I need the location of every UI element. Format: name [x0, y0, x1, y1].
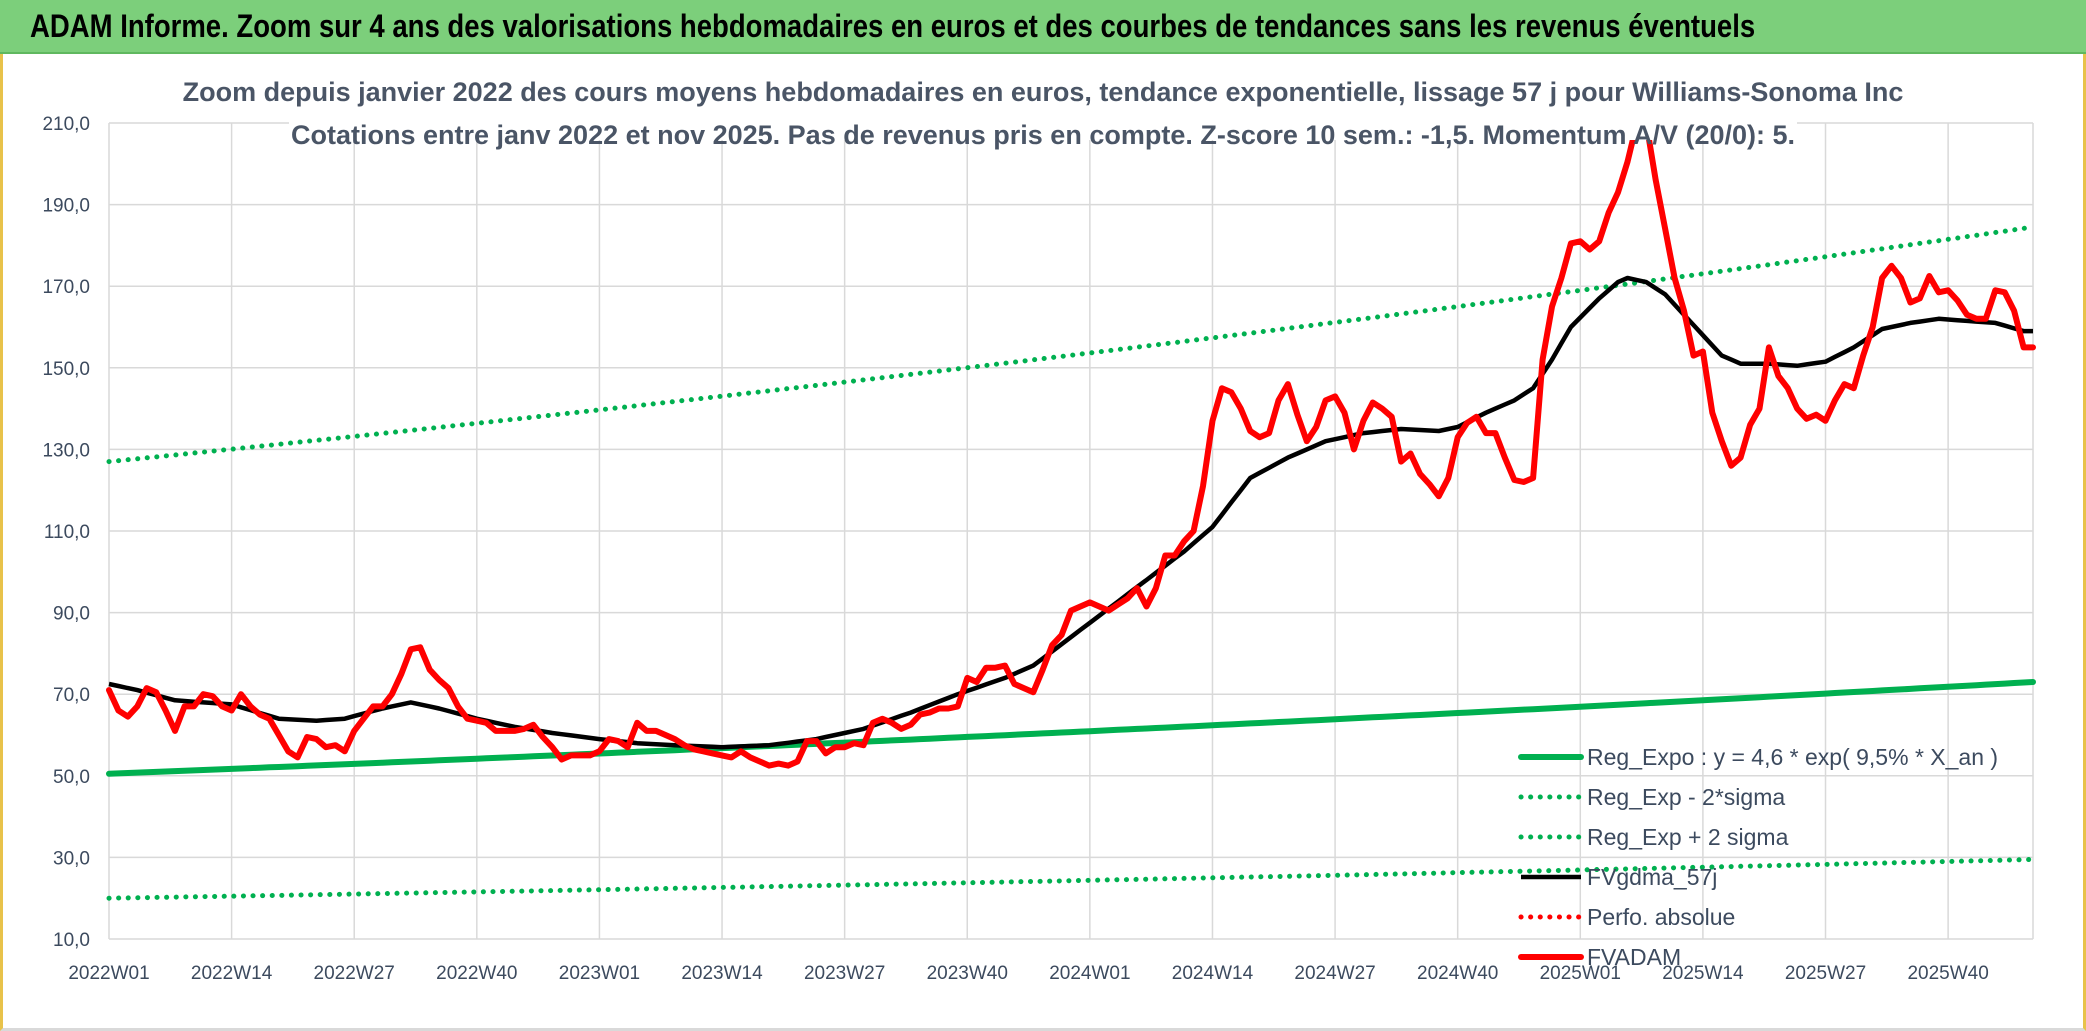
- x-tick-label: 2024W27: [1294, 963, 1375, 984]
- y-tick-label: 190,0: [42, 196, 90, 217]
- x-tick-label: 2025W14: [1662, 963, 1744, 984]
- chart-frame: 10,0 30,0 50,0 70,0 90,0 110,0 130,0 150,0 170,0…: [0, 54, 2086, 1031]
- legend-label: FVADAM: [1587, 944, 1681, 970]
- chart-legend: Reg_Expo : y = 4,6 * exp( 9,5% * X_an ) R…: [1518, 744, 1998, 970]
- y-tick-label: 210,0: [42, 114, 90, 135]
- y-tick-label: 150,0: [42, 359, 90, 380]
- y-tick-label: 130,0: [42, 440, 90, 461]
- y-tick-label: 30,0: [53, 848, 90, 869]
- report-banner: ADAM Informe. Zoom sur 4 ans des valoris…: [0, 0, 2086, 54]
- y-tick-label: 50,0: [53, 767, 90, 788]
- x-tick-label: 2022W14: [191, 963, 273, 984]
- legend-label: Reg_Expo : y = 4,6 * exp( 9,5% * X_an ): [1587, 744, 1998, 770]
- chart: 10,0 30,0 50,0 70,0 90,0 110,0 130,0 150,0 170,0…: [3, 54, 2083, 1028]
- x-tick-label: 2025W40: [1907, 963, 1988, 984]
- x-tick-label: 2025W27: [1785, 963, 1866, 984]
- report-title: ADAM Informe. Zoom sur 4 ans des valoris…: [30, 8, 1756, 44]
- series-line-fvgdma-57j: [108, 275, 2033, 750]
- y-tick-label: 10,0: [53, 930, 90, 951]
- x-axis: 2022W01 2022W14 2022W27 2022W40 2023W01 2023W…: [68, 963, 1988, 984]
- x-tick-label: 2024W14: [1172, 963, 1254, 984]
- chart-subtitle: Cotations entre janv 2022 et nov 2025. P…: [291, 120, 1795, 150]
- chart-title: Zoom depuis janvier 2022 des cours moyen…: [183, 77, 1904, 107]
- series-line-reg-exp-2-sigma: [106, 224, 2036, 465]
- y-tick-label: 90,0: [53, 604, 90, 625]
- y-axis: 10,0 30,0 50,0 70,0 90,0 110,0 130,0 150,0 170,0…: [42, 114, 90, 951]
- legend-label: Reg_Exp - 2*sigma: [1587, 784, 1785, 810]
- x-tick-label: 2023W40: [927, 963, 1008, 984]
- legend-label: Reg_Exp + 2 sigma: [1587, 824, 1789, 850]
- x-tick-label: 2022W27: [314, 963, 395, 984]
- series-line-reg-expo-y-4-6-exp-9-5-x-an: [106, 679, 2036, 777]
- y-tick-label: 110,0: [44, 522, 90, 543]
- x-tick-label: 2023W27: [804, 963, 885, 984]
- x-tick-label: 2022W01: [68, 963, 149, 984]
- legend-label: Perfo. absolue: [1587, 904, 1735, 930]
- series-line-reg-exp-2-sigma: [106, 856, 2036, 901]
- x-tick-label: 2024W40: [1417, 963, 1498, 984]
- x-tick-label: 2023W14: [681, 963, 763, 984]
- chart-series: [106, 120, 2036, 901]
- x-tick-label: 2022W40: [436, 963, 517, 984]
- legend-label: FVgdma_57j: [1587, 864, 1717, 890]
- x-tick-label: 2025W01: [1540, 963, 1621, 984]
- series-line-fvadam: [106, 120, 2036, 769]
- y-tick-label: 170,0: [42, 277, 90, 298]
- y-tick-label: 70,0: [53, 685, 90, 706]
- x-tick-label: 2023W01: [559, 963, 640, 984]
- x-tick-label: 2024W01: [1049, 963, 1130, 984]
